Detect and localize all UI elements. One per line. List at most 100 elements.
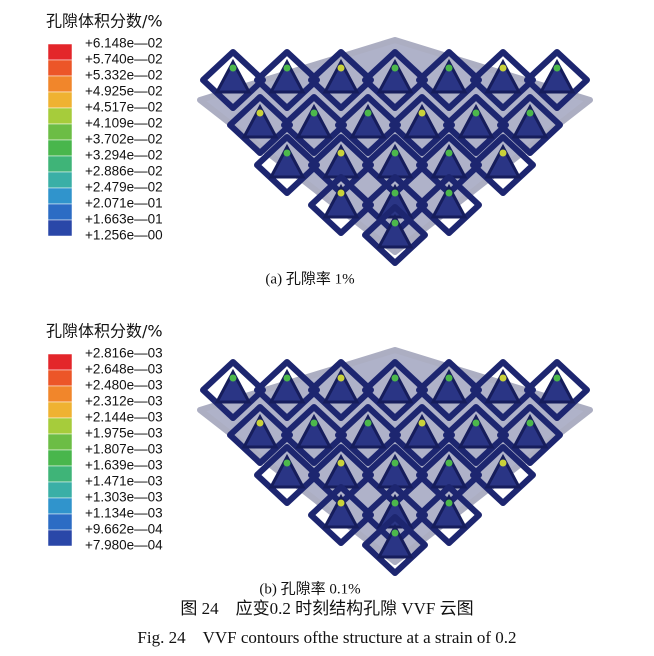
- lattice-cell: [389, 404, 455, 466]
- lattice-strut: [349, 103, 387, 139]
- lattice-cell: [254, 444, 320, 506]
- legend-swatch: [47, 59, 73, 77]
- lattice-strut: [376, 58, 414, 94]
- legend-label: +1.663e—01: [85, 212, 163, 227]
- lattice-cell: [281, 94, 347, 156]
- lattice-cell: [200, 359, 266, 421]
- lattice-strut: [376, 523, 414, 559]
- lattice-cell: [416, 359, 482, 421]
- legend-swatch: [47, 417, 73, 435]
- lattice-hotspot: [391, 529, 399, 537]
- lattice-strut: [322, 58, 360, 94]
- legend-swatch: [47, 123, 73, 141]
- legend-label: +7.980e—04: [85, 538, 163, 553]
- lattice-strut: [403, 103, 441, 139]
- lattice-hotspot: [418, 419, 426, 427]
- legend-swatch: [47, 91, 73, 109]
- lattice-cell: [254, 359, 320, 421]
- lattice-cell: [362, 174, 428, 236]
- legend-swatch: [47, 107, 73, 125]
- lattice-hotspot: [229, 64, 237, 72]
- legend-swatch: [47, 203, 73, 221]
- legend-label: +1.639e—03: [85, 458, 163, 473]
- lattice-strut: [511, 413, 549, 449]
- lattice-strut: [268, 368, 306, 404]
- lattice-strut: [457, 103, 495, 139]
- legend-swatch: [47, 513, 73, 531]
- lattice-hotspot: [391, 374, 399, 382]
- legend-swatch: [47, 385, 73, 403]
- legend-label: +4.925e—02: [85, 84, 163, 99]
- lattice-hotspot: [499, 64, 507, 72]
- lattice-cell: [470, 444, 536, 506]
- figure-caption-en: Fig. 24 VVF contours ofthe structure at …: [137, 628, 516, 647]
- lattice-hotspot: [553, 64, 561, 72]
- legend-label: +2.144e—03: [85, 410, 163, 425]
- legend-label: +1.303e—03: [85, 490, 163, 505]
- panel-caption: (b) 孔隙率 0.1%: [259, 580, 360, 597]
- lattice-cell: [497, 94, 563, 156]
- lattice-hotspot: [445, 499, 453, 507]
- lattice-cell: [308, 484, 374, 546]
- lattice-hotspot: [256, 109, 264, 117]
- legend-title: 孔隙体积分数/%: [46, 322, 163, 341]
- legend-swatch: [47, 139, 73, 157]
- legend-swatch: [47, 433, 73, 451]
- legend-label: +3.702e—02: [85, 132, 163, 147]
- legend-label: +2.816e—03: [85, 346, 163, 361]
- lattice-hotspot: [337, 149, 345, 157]
- lattice-strut: [430, 183, 468, 219]
- lattice-strut: [484, 368, 522, 404]
- lattice-cell: [254, 49, 320, 111]
- lattice-hotspot: [283, 64, 291, 72]
- lattice-hotspot: [499, 374, 507, 382]
- legend-label: +2.648e—03: [85, 362, 163, 377]
- lattice-strut: [295, 103, 333, 139]
- legend-swatch: [47, 219, 73, 237]
- legend-label: +2.071e—01: [85, 196, 163, 211]
- panel-b: 孔隙体积分数/%+2.816e—03+2.648e—03+2.480e—03+2…: [46, 322, 593, 597]
- lattice-strut: [511, 103, 549, 139]
- lattice-cell: [254, 134, 320, 196]
- lattice-strut: [376, 213, 414, 249]
- lattice-cell: [470, 359, 536, 421]
- lattice-cell: [524, 359, 590, 421]
- legend-label: +2.480e—03: [85, 378, 163, 393]
- lattice-hotspot: [391, 189, 399, 197]
- lattice-hotspot: [472, 109, 480, 117]
- lattice-strut: [376, 368, 414, 404]
- legend-swatch: [47, 353, 73, 371]
- lattice-strut: [538, 368, 576, 404]
- lattice-hotspot: [391, 64, 399, 72]
- panel-caption: (a) 孔隙率 1%: [265, 270, 354, 287]
- lattice-cell: [308, 359, 374, 421]
- lattice-strut: [268, 58, 306, 94]
- lattice-strut: [241, 413, 279, 449]
- lattice-cell: [443, 94, 509, 156]
- lattice-hotspot: [445, 374, 453, 382]
- legend-label: +2.312e—03: [85, 394, 163, 409]
- lattice-strut: [457, 413, 495, 449]
- legend-swatch: [47, 481, 73, 499]
- lattice-hotspot: [472, 419, 480, 427]
- lattice-strut: [430, 368, 468, 404]
- lattice-hotspot: [553, 374, 561, 382]
- legend-label: +5.740e—02: [85, 52, 163, 67]
- legend-label: +2.886e—02: [85, 164, 163, 179]
- lattice-strut: [484, 58, 522, 94]
- lattice-strut: [322, 183, 360, 219]
- legend-swatch: [47, 529, 73, 547]
- figure-caption-cn: 图 24 应变0.2 时刻结构孔隙 VVF 云图: [180, 599, 473, 618]
- lattice-strut: [214, 58, 252, 94]
- lattice-hotspot: [391, 459, 399, 467]
- lattice-cell: [389, 94, 455, 156]
- lattice-cell: [362, 514, 428, 576]
- lattice-strut: [322, 493, 360, 529]
- lattice-hotspot: [391, 219, 399, 227]
- lattice-cell: [281, 404, 347, 466]
- lattice-cell: [200, 49, 266, 111]
- legend-swatch: [47, 465, 73, 483]
- lattice-hotspot: [445, 459, 453, 467]
- lattice-strut: [241, 103, 279, 139]
- panel-a: 孔隙体积分数/%+6.148e—02+5.740e—02+5.332e—02+4…: [46, 12, 593, 287]
